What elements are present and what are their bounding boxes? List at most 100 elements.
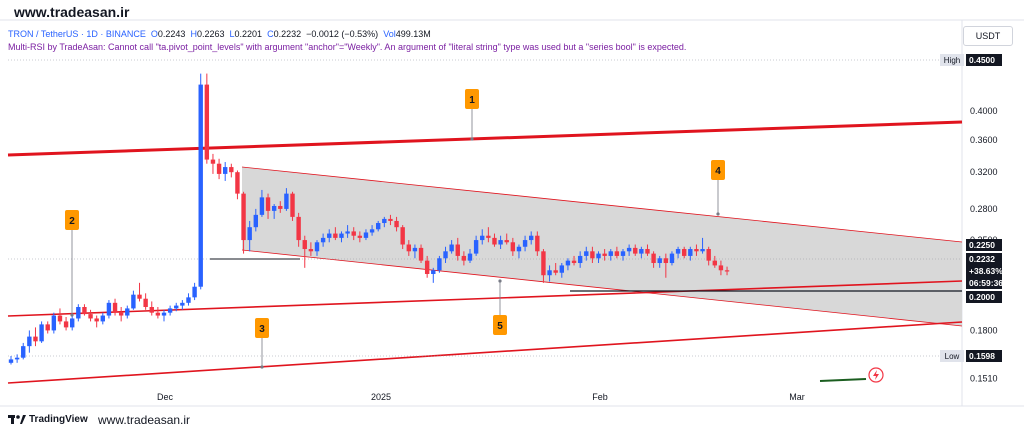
candle-body [259,197,265,215]
candle [57,308,63,325]
annotation-anchor [716,212,720,216]
candle-body [694,249,699,252]
tradingview-logo[interactable]: TradingView [8,414,88,425]
candle-body [118,312,124,316]
candle-body [63,321,69,328]
candle-body [327,233,332,238]
candle-body [161,312,167,316]
axes: 0.40000.36000.32000.28000.25000.22000.18… [157,54,1003,402]
candle [235,170,240,200]
candle [510,237,516,256]
candle [400,225,405,250]
price-label-value: 0.1598 [969,351,995,361]
volume-value: 499.13M [395,29,431,39]
price-label-tag: High [944,56,960,65]
candle-body [8,359,14,363]
candle [106,300,112,319]
candle-body [571,260,577,264]
candle-body [682,249,687,256]
lower-support-line [7,321,963,384]
candle-body [645,249,650,254]
support-line [7,280,963,317]
alert-icon [868,367,884,383]
candle [192,282,197,301]
candle [296,212,301,247]
candle-body [351,231,356,236]
candle [339,231,344,243]
candle-body [651,253,656,264]
candle [559,263,564,278]
candle [308,242,314,256]
candle-body [388,218,393,221]
watermark: www.tradeasan.ir [14,4,130,20]
candle-body [167,308,173,313]
candle [437,255,442,273]
candle-body [412,247,418,252]
symbol-title[interactable]: TRON / TetherUS · 1D · BINANCE [8,29,146,39]
candle [290,191,295,221]
annotation-label: 4 [715,166,721,177]
candle-body [529,235,534,241]
candle [100,312,105,325]
candle-body [33,336,38,342]
candle-body [39,324,44,342]
candle-body [675,249,681,254]
candle [167,305,173,316]
candle-body [443,251,448,259]
channel-bottom-line [241,249,963,327]
candle-body [155,312,161,316]
candle [174,302,179,312]
volume-marker [819,378,867,382]
candle [137,282,142,302]
candle [198,73,203,290]
candles [8,73,730,365]
candle-body [400,227,405,245]
candle-body [657,258,662,264]
candle [406,240,411,256]
candle [186,293,191,306]
candle [418,244,424,264]
candle-body [461,255,467,261]
candle [590,246,595,264]
candle-body [320,237,326,243]
candle [547,265,552,282]
currency-button[interactable]: USDT [963,26,1013,46]
candle [724,266,730,276]
candle [467,249,473,264]
change-value: −0.0012 (−0.53%) [306,29,379,39]
candle-body [149,307,154,313]
candle-body [553,270,558,273]
tradingview-brand: TradingView [29,414,88,425]
candle [216,158,222,180]
x-tick-label: Mar [789,392,805,402]
y-tick-label: 0.3200 [970,167,998,177]
candle-body [437,258,442,271]
candle-body [223,167,228,174]
candle [522,235,528,252]
candle [620,249,626,261]
candle-body [27,336,32,347]
low-value: 0.2201 [234,29,263,39]
candle-body [247,227,252,241]
candle-body [596,253,601,259]
price-label-tag-bg [940,54,964,66]
resistance-line [7,120,963,157]
candle-body [700,249,705,252]
candle [369,225,375,236]
candle-body [302,240,307,250]
annotation-label: 2 [69,216,75,227]
candle [27,330,32,353]
candle-body [620,251,626,256]
candle [204,73,210,164]
candle-body [210,159,216,164]
candle-body [449,244,454,252]
candle-body [394,220,399,228]
price-label-value: +38.63% [969,266,1003,276]
candle-body [296,216,301,241]
candle-body [198,84,203,287]
candle [498,235,503,250]
candle-body [345,231,350,234]
candle-body [278,205,283,209]
candle-body [70,318,75,328]
